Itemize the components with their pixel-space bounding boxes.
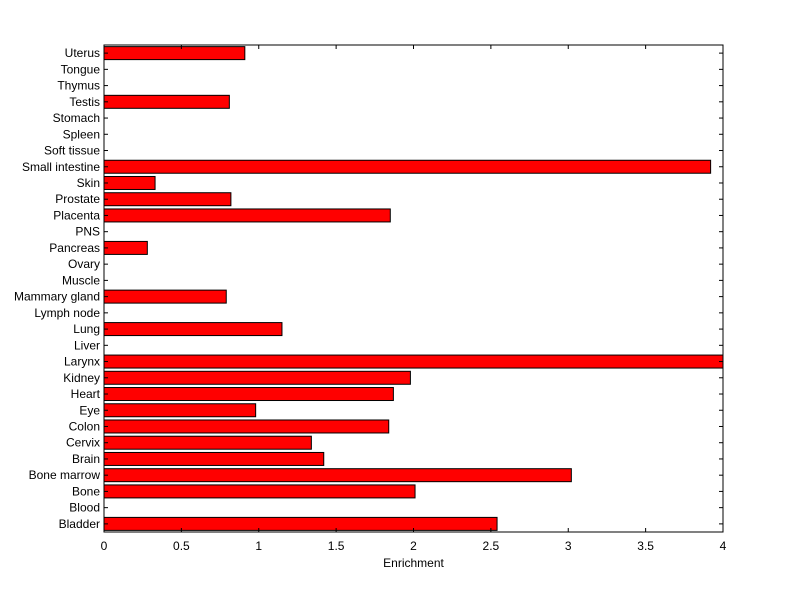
bar-small-intestine xyxy=(103,159,712,174)
y-tick-label-colon: Colon xyxy=(69,419,100,433)
y-tick-label-pns: PNS xyxy=(75,225,100,239)
y-tick-label-tongue: Tongue xyxy=(61,62,101,76)
x-tick-label-3: 1.5 xyxy=(328,539,345,553)
bar-bone-marrow xyxy=(103,468,572,483)
y-tick-label-bone-marrow: Bone marrow xyxy=(29,468,101,482)
y-tick-label-eye: Eye xyxy=(79,403,100,417)
y-tick-label-pancreas: Pancreas xyxy=(49,241,100,255)
y-tick-label-mammary-gland: Mammary gland xyxy=(14,290,100,304)
bar-placenta xyxy=(103,208,391,223)
y-tick-label-placenta: Placenta xyxy=(53,208,100,222)
bar-cervix xyxy=(103,435,312,450)
y-tick-label-stomach: Stomach xyxy=(53,111,100,125)
x-tick-label-4: 2 xyxy=(410,539,417,553)
y-tick-label-kidney: Kidney xyxy=(63,371,100,385)
x-axis-label: Enrichment xyxy=(383,556,444,570)
y-tick-label-larynx: Larynx xyxy=(64,355,100,369)
x-ticks: 0 0.5 1 1.5 2 2.5 3 3.5 4 xyxy=(101,45,727,553)
bar-brain xyxy=(103,451,325,466)
y-tick-label-muscle: Muscle xyxy=(62,273,100,287)
y-tick-label-prostate: Prostate xyxy=(55,192,100,206)
bar-eye xyxy=(103,403,257,418)
bar-prostate xyxy=(103,192,232,207)
bar-lung xyxy=(103,322,283,337)
y-tick-label-liver: Liver xyxy=(74,338,100,352)
x-tick-label-7: 3.5 xyxy=(637,539,654,553)
bar-pancreas xyxy=(103,240,148,255)
bar-uterus xyxy=(103,46,246,61)
y-tick-label-uterus: Uterus xyxy=(65,46,100,60)
y-tick-label-skin: Skin xyxy=(77,176,100,190)
y-tick-label-bone: Bone xyxy=(72,484,100,498)
x-tick-label-8: 4 xyxy=(720,539,727,553)
bar-colon xyxy=(103,419,390,434)
x-tick-label-1: 0.5 xyxy=(173,539,190,553)
bar-mammary-gland xyxy=(103,289,227,304)
bar-bone xyxy=(103,484,416,499)
y-tick-label-blood: Blood xyxy=(69,501,100,515)
y-tick-label-soft-tissue: Soft tissue xyxy=(44,144,100,158)
y-tick-label-brain: Brain xyxy=(72,452,100,466)
bars-layer xyxy=(103,46,724,531)
bar-larynx xyxy=(103,354,724,369)
y-tick-label-small-intestine: Small intestine xyxy=(22,160,100,174)
x-tick-label-6: 3 xyxy=(565,539,572,553)
x-tick-label-0: 0 xyxy=(101,539,108,553)
y-ticks: Bladder Blood Bone Bone marrow Brain Cervix Co… xyxy=(14,46,723,531)
y-tick-label-ovary: Ovary xyxy=(68,257,100,271)
y-tick-label-lung: Lung xyxy=(73,322,100,336)
y-tick-label-cervix: Cervix xyxy=(66,436,100,450)
bar-kidney xyxy=(103,370,411,385)
bar-heart xyxy=(103,387,394,402)
y-tick-label-bladder: Bladder xyxy=(59,517,100,531)
y-tick-label-testis: Testis xyxy=(69,95,100,109)
x-tick-label-2: 1 xyxy=(255,539,262,553)
bar-testis xyxy=(103,94,230,109)
bar-bladder xyxy=(103,516,498,531)
y-tick-label-spleen: Spleen xyxy=(63,127,100,141)
y-tick-label-heart: Heart xyxy=(71,387,101,401)
x-tick-label-5: 2.5 xyxy=(483,539,500,553)
y-tick-label-lymph-node: Lymph node xyxy=(34,306,100,320)
y-tick-label-thymus: Thymus xyxy=(57,79,100,93)
bar-skin xyxy=(103,175,156,190)
